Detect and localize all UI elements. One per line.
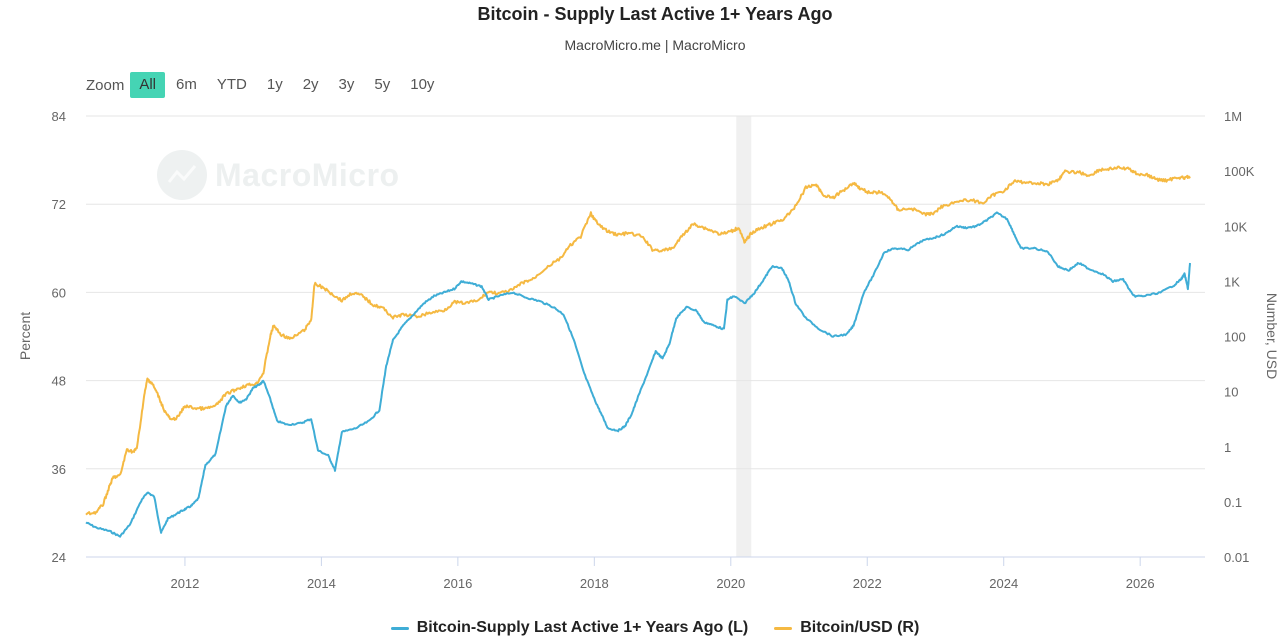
zoom-toolbar: Zoom All 6m YTD 1y 2y 3y 5y 10y [86, 72, 445, 98]
x-tick-label: 2016 [443, 576, 472, 591]
shaded-regions [736, 116, 752, 557]
y-right-tick-label: 0.1 [1224, 495, 1242, 510]
x-tick-label: 2012 [170, 576, 199, 591]
x-tick-label: 2018 [580, 576, 609, 591]
zoom-button-6m[interactable]: 6m [176, 76, 197, 93]
legend-swatch-price [774, 626, 793, 630]
y-right-tick-label: 1M [1224, 109, 1242, 124]
chart-subtitle: MacroMicro.me | MacroMicro [564, 37, 746, 53]
legend: Bitcoin-Supply Last Active 1+ Years Ago … [0, 619, 1287, 637]
y-left-tick-label: 48 [52, 374, 66, 389]
y-right-tick-label: 100K [1224, 164, 1255, 179]
series-line-price[interactable] [85, 165, 1191, 516]
legend-item-supply[interactable]: Bitcoin-Supply Last Active 1+ Years Ago … [390, 619, 749, 637]
chart-title: Bitcoin - Supply Last Active 1+ Years Ag… [477, 4, 833, 24]
zoom-button-2y[interactable]: 2y [302, 76, 319, 93]
y-left-tick-label: 84 [52, 109, 66, 124]
zoom-button-3y[interactable]: 3y [338, 76, 355, 93]
y-right-tick-label: 1 [1224, 440, 1231, 455]
legend-label-supply: Bitcoin-Supply Last Active 1+ Years Ago … [416, 619, 749, 636]
x-tick-label: 2022 [853, 576, 882, 591]
shaded-range-0 [736, 116, 752, 557]
zoom-button-1y[interactable]: 1y [266, 76, 283, 93]
y-axis-left-title: Percent [17, 311, 33, 361]
zoom-button-5y[interactable]: 5y [374, 76, 391, 93]
legend-swatch-supply [390, 626, 409, 630]
watermark-text: MacroMicro [215, 156, 400, 193]
legend-item-price[interactable]: Bitcoin/USD (R) [774, 619, 919, 637]
legend-label-price: Bitcoin/USD (R) [800, 619, 920, 636]
y-right-tick-label: 10K [1224, 219, 1247, 234]
zoom-button-ytd[interactable]: YTD [216, 76, 247, 93]
y-right-tick-label: 100 [1224, 330, 1246, 345]
y-left-tick-label: 72 [52, 197, 66, 212]
x-axis-ticks: 2012 2014 2016 2018 2020 2022 2024 2026 [170, 557, 1155, 591]
y-left-tick-label: 24 [52, 550, 66, 565]
y-right-tick-label: 10 [1224, 385, 1238, 400]
watermark: MacroMicro [157, 150, 400, 200]
y-axis-left-labels: 24 36 48 60 72 84 [52, 109, 66, 565]
x-tick-label: 2020 [716, 576, 745, 591]
zoom-label: Zoom [86, 76, 125, 94]
x-tick-label: 2014 [307, 576, 336, 591]
x-tick-label: 2024 [989, 576, 1018, 591]
y-axis-right-labels: 0.01 0.1 1 10 100 1K 10K 100K 1M [1224, 109, 1255, 565]
y-right-tick-label: 0.01 [1224, 550, 1249, 565]
series-line-supply[interactable] [85, 211, 1191, 538]
zoom-button-all[interactable]: All [130, 72, 166, 98]
watermark-logo-icon [157, 150, 207, 200]
x-tick-label: 2026 [1126, 576, 1155, 591]
y-axis-right-title: Number, USD [1264, 292, 1280, 380]
zoom-button-10y[interactable]: 10y [410, 76, 435, 93]
y-right-tick-label: 1K [1224, 274, 1240, 289]
gridlines [86, 115, 1205, 470]
y-left-tick-label: 36 [52, 462, 66, 477]
y-left-tick-label: 60 [52, 285, 66, 300]
